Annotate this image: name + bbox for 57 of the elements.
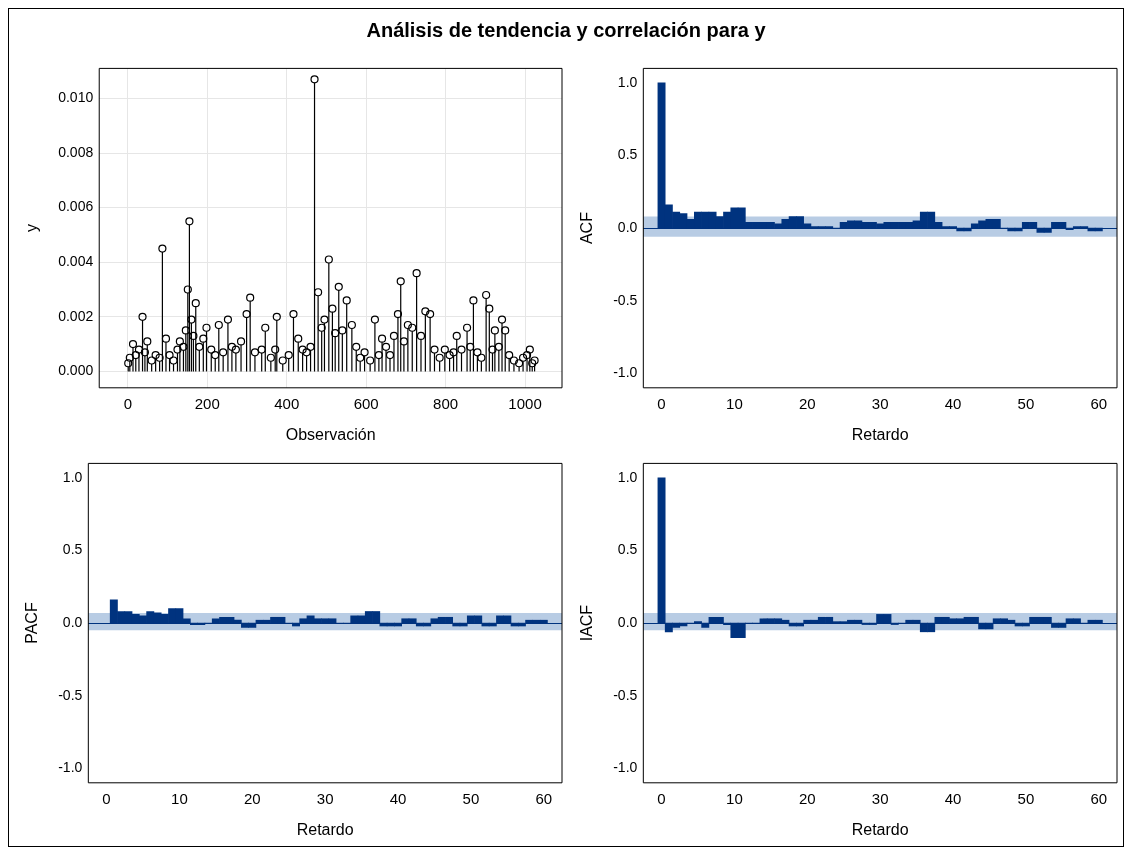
x-tick-label: 20	[798, 394, 816, 412]
y-tick-label: 0.5	[617, 146, 638, 163]
x-tick-label: 30	[871, 394, 889, 412]
y-tick-label: 0.0	[62, 613, 83, 630]
y-tick-label: -1.0	[58, 759, 83, 776]
y-tick-label: -0.5	[613, 291, 638, 308]
chart-title: Análisis de tendencia y correlación para y	[365, 19, 767, 42]
x-tick-label: 40	[389, 789, 407, 807]
y-tick-label: 1.0	[617, 468, 638, 485]
x-tick-label: 0	[102, 789, 111, 807]
x-tick-label: 400	[274, 394, 300, 412]
x-tick-label: 50	[462, 789, 480, 807]
y-tick-label: 0.006	[58, 198, 94, 215]
x-tick-label: 10	[726, 789, 743, 807]
x-tick-label: 600	[353, 394, 379, 412]
x-tick-label: 800	[433, 394, 459, 412]
x-tick-label: 10	[171, 789, 188, 807]
x-tick-label: 0	[657, 394, 666, 412]
y-axis-title: ACF	[578, 211, 596, 245]
x-tick-label: 30	[871, 789, 889, 807]
x-tick-label: 10	[726, 394, 743, 412]
y-tick-label: 0.5	[617, 541, 638, 558]
y-tick-label: 0.5	[62, 541, 83, 558]
y-tick-label: 0.002	[58, 307, 94, 324]
x-tick-label: 50	[1017, 789, 1035, 807]
x-tick-label: 40	[944, 394, 962, 412]
y-tick-label: 0.0	[617, 613, 638, 630]
y-tick-label: -0.5	[613, 686, 638, 703]
y-axis-title: PACF	[23, 602, 41, 644]
y-tick-label: -0.5	[58, 686, 83, 703]
x-tick-label: 20	[243, 789, 261, 807]
y-tick-label: -1.0	[613, 759, 638, 776]
y-axis-title: IACF	[578, 604, 596, 642]
y-tick-label: 0.010	[58, 89, 94, 106]
x-axis-title: Retardo	[851, 820, 909, 838]
x-tick-label: 50	[1017, 394, 1035, 412]
x-axis-title: Observación	[285, 425, 376, 443]
x-axis-title: Retardo	[296, 820, 354, 838]
y-tick-label: 0.008	[58, 143, 94, 160]
x-tick-label: 40	[944, 789, 962, 807]
x-tick-label: 20	[798, 789, 816, 807]
x-tick-label: 0	[657, 789, 666, 807]
x-tick-label: 60	[535, 789, 553, 807]
y-tick-label: 1.0	[62, 468, 83, 485]
x-tick-label: 200	[194, 394, 220, 412]
y-tick-label: 0.000	[58, 362, 94, 379]
x-tick-label: 0	[123, 394, 133, 412]
y-tick-label: -1.0	[613, 364, 638, 381]
y-axis-title: y	[23, 224, 41, 233]
y-tick-label: 1.0	[617, 73, 638, 90]
x-axis-title: Retardo	[851, 425, 909, 443]
x-tick-label: 1000	[508, 394, 542, 412]
x-tick-label: 30	[316, 789, 334, 807]
y-tick-label: 0.004	[58, 253, 94, 270]
x-tick-label: 60	[1090, 394, 1108, 412]
x-tick-label: 60	[1090, 789, 1108, 807]
y-tick-label: 0.0	[617, 218, 638, 235]
